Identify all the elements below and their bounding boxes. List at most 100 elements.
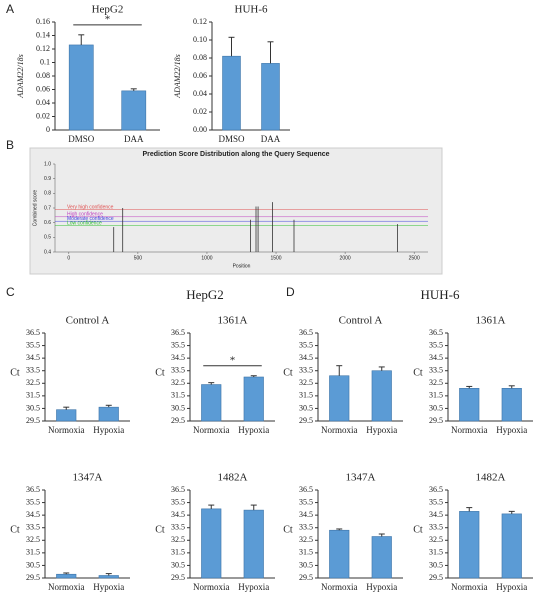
y-tick-label: 0 — [46, 125, 50, 134]
bar — [56, 409, 77, 422]
group-title: HepG2 — [186, 287, 224, 302]
x-tick-label: Hypoxia — [238, 425, 269, 435]
y-tick-label: 36.5 — [429, 328, 443, 337]
y-tick-label: 0.9 — [44, 176, 51, 182]
x-tick-label: Hypoxia — [93, 582, 124, 592]
x-tick-label: Normoxia — [193, 425, 230, 435]
y-tick-label: 0.10 — [193, 35, 207, 44]
significance-label: * — [230, 354, 236, 366]
y-tick-label: 34.5 — [429, 353, 443, 362]
bar — [243, 376, 264, 422]
y-tick-label: 33.5 — [429, 523, 443, 532]
chart-title: 1361A — [218, 315, 248, 327]
y-tick-label: 0.7 — [44, 205, 51, 211]
y-tick-label: 29.5 — [299, 416, 313, 425]
y-tick-label: 32.5 — [429, 378, 443, 387]
y-tick-label: 35.5 — [171, 340, 185, 349]
y-tick-label: 31.5 — [299, 391, 313, 400]
chart-title: 1347A — [346, 472, 376, 484]
x-tick-label: Normoxia — [193, 582, 230, 592]
bar — [501, 513, 522, 579]
y-tick-label: 0.08 — [36, 71, 50, 80]
x-tick-label: 1000 — [201, 255, 212, 261]
y-tick-label: 35.5 — [299, 497, 313, 506]
y-tick-label: 29.5 — [171, 416, 185, 425]
y-axis-label: Ct — [10, 524, 20, 535]
bar — [459, 388, 480, 422]
x-tick-label: Normoxia — [321, 582, 358, 592]
y-tick-label: 0.00 — [193, 125, 207, 134]
y-tick-label: 34.5 — [171, 510, 185, 519]
y-tick-label: 29.5 — [171, 573, 185, 582]
y-tick-label: 30.5 — [26, 403, 40, 412]
panel-label: D — [286, 285, 295, 299]
y-tick-label: 34.5 — [171, 353, 185, 362]
x-tick-label: Hypoxia — [366, 582, 397, 592]
y-tick-label: 30.5 — [299, 403, 313, 412]
y-tick-label: 33.5 — [26, 366, 40, 375]
y-tick-label: 29.5 — [429, 416, 443, 425]
y-tick-label: 1.0 — [44, 161, 51, 167]
group-title: HUH-6 — [421, 287, 460, 302]
x-tick-label: 500 — [134, 255, 143, 261]
y-tick-label: 33.5 — [299, 523, 313, 532]
y-tick-label: 30.5 — [171, 560, 185, 569]
y-tick-label: 29.5 — [299, 573, 313, 582]
y-tick-label: 32.5 — [429, 535, 443, 544]
y-tick-label: 29.5 — [26, 416, 40, 425]
x-tick-label: 0 — [67, 255, 70, 261]
y-tick-label: 31.5 — [429, 548, 443, 557]
bar — [329, 375, 350, 422]
chart-title: 1482A — [218, 472, 248, 484]
y-tick-label: 30.5 — [429, 560, 443, 569]
y-tick-label: 0.02 — [36, 111, 50, 120]
bar — [371, 370, 392, 422]
panel-label: A — [6, 2, 14, 16]
chart-title: Prediction Score Distribution along the … — [142, 151, 329, 158]
y-tick-label: 34.5 — [299, 510, 313, 519]
y-tick-label: 35.5 — [26, 340, 40, 349]
y-tick-label: 33.5 — [26, 523, 40, 532]
x-tick-label: Normoxia — [451, 425, 488, 435]
chart-title: Control A — [339, 315, 383, 327]
y-tick-label: 0.1 — [40, 57, 50, 66]
y-tick-label: 0.06 — [36, 84, 50, 93]
y-tick-label: 0.4 — [44, 249, 51, 255]
bar — [459, 511, 480, 579]
y-tick-label: 0.06 — [193, 71, 207, 80]
x-tick-label: Hypoxia — [238, 582, 269, 592]
y-tick-label: 36.5 — [171, 328, 185, 337]
y-tick-label: 30.5 — [171, 403, 185, 412]
y-tick-label: 36.5 — [299, 328, 313, 337]
x-tick-label: DMSO — [68, 134, 95, 144]
y-tick-label: 0.04 — [36, 98, 50, 107]
x-tick-label: DMSO — [218, 134, 245, 144]
y-tick-label: 0.6 — [44, 220, 51, 226]
y-tick-label: 0.14 — [36, 30, 50, 39]
y-tick-label: 31.5 — [299, 548, 313, 557]
bar — [121, 90, 147, 131]
y-tick-label: 29.5 — [429, 573, 443, 582]
bar — [261, 63, 280, 131]
y-tick-label: 0.8 — [44, 191, 51, 197]
y-axis-label: Ct — [283, 367, 293, 378]
y-tick-label: 36.5 — [429, 485, 443, 494]
y-tick-label: 0.12 — [36, 44, 50, 53]
y-axis-label: Ct — [283, 524, 293, 535]
y-tick-label: 31.5 — [171, 391, 185, 400]
bar — [98, 575, 119, 579]
panel-label: C — [6, 285, 15, 299]
y-tick-label: 32.5 — [171, 535, 185, 544]
y-axis-label: Ct — [10, 367, 20, 378]
chart-title: 1361A — [476, 315, 506, 327]
x-tick-label: Hypoxia — [93, 425, 124, 435]
y-tick-label: 35.5 — [429, 340, 443, 349]
y-tick-label: 34.5 — [429, 510, 443, 519]
x-tick-label: 2000 — [340, 255, 351, 261]
bar — [201, 508, 222, 579]
x-tick-label: Normoxia — [48, 425, 85, 435]
plot-background — [29, 147, 443, 275]
y-tick-label: 34.5 — [26, 353, 40, 362]
